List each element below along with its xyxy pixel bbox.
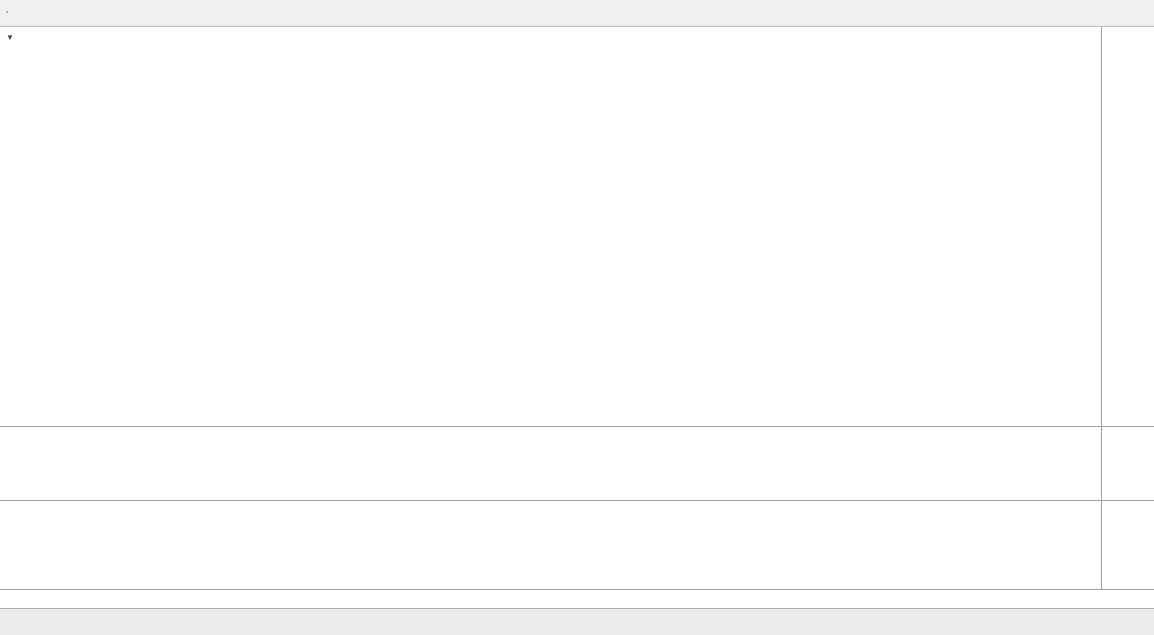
rsi-axis <box>1101 427 1154 500</box>
macd-pane[interactable] <box>0 501 1154 590</box>
chart-symbol-label: ▼ <box>6 32 23 44</box>
rsi-pane[interactable] <box>0 427 1154 501</box>
candlestick-chart[interactable] <box>0 27 1101 426</box>
macd-chart <box>0 501 1101 589</box>
one-click-trading-icon[interactable]: ▼ <box>6 33 14 42</box>
price-pane[interactable]: ▼ <box>0 27 1154 427</box>
macd-axis <box>1101 501 1154 589</box>
chart-tabs-bar <box>0 608 1154 635</box>
timeframe-toolbar <box>0 0 1154 27</box>
timeframe-button-group <box>6 11 8 13</box>
price-axis <box>1101 27 1154 426</box>
chart-window: ▼ <box>0 27 1154 608</box>
time-axis <box>0 590 1154 608</box>
rsi-chart <box>0 427 1101 500</box>
